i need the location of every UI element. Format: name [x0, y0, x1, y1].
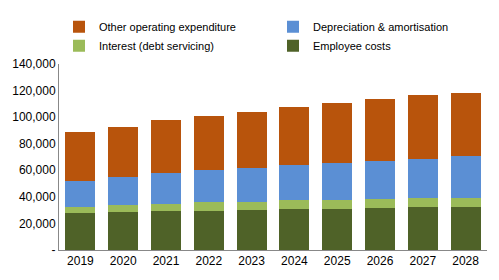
svg-text:140,000: 140,000	[12, 57, 56, 71]
svg-text:2022: 2022	[195, 254, 222, 268]
svg-text:2025: 2025	[324, 254, 351, 268]
svg-text:20,000: 20,000	[19, 217, 56, 231]
svg-text:Other operating expenditure: Other operating expenditure	[99, 21, 236, 33]
svg-text:2024: 2024	[281, 254, 308, 268]
svg-text:2020: 2020	[110, 254, 137, 268]
svg-text:Depreciation & amortisation: Depreciation & amortisation	[313, 21, 448, 33]
svg-text:2026: 2026	[367, 254, 394, 268]
svg-text:2019: 2019	[67, 254, 94, 268]
svg-text:80,000: 80,000	[19, 137, 56, 151]
svg-text:60,000: 60,000	[19, 163, 56, 177]
svg-text:100,000: 100,000	[12, 110, 56, 124]
svg-text:2028: 2028	[452, 254, 479, 268]
svg-text:Interest (debt servicing): Interest (debt servicing)	[99, 40, 214, 52]
svg-text:2027: 2027	[409, 254, 436, 268]
svg-text:40,000: 40,000	[19, 190, 56, 204]
svg-text:2023: 2023	[238, 254, 265, 268]
svg-text:-: -	[52, 243, 56, 257]
svg-text:Employee costs: Employee costs	[313, 40, 391, 52]
svg-text:120,000: 120,000	[12, 84, 56, 98]
svg-text:2021: 2021	[153, 254, 180, 268]
